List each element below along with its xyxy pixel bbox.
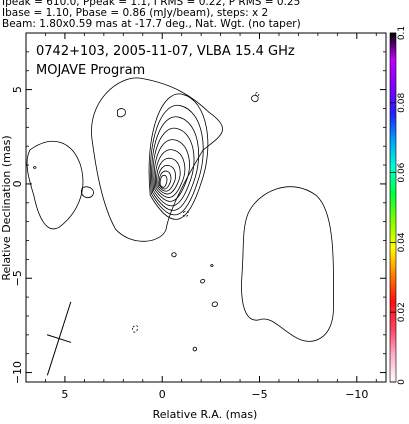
core-contour xyxy=(148,93,209,220)
x-tick-label: −5 xyxy=(251,388,267,401)
small-contour xyxy=(210,264,214,267)
envelope-contour xyxy=(91,77,223,242)
core-contour xyxy=(159,174,168,188)
colorbar-tick-label: 0.02 xyxy=(397,302,407,322)
left-contour xyxy=(26,140,84,230)
axis-ticks: 5 0 −5 −10 5 0 −5 −10 xyxy=(11,33,386,401)
small-contour xyxy=(211,301,218,307)
negative-contour xyxy=(255,92,260,97)
plot-frame xyxy=(25,32,387,383)
x-axis-label: Relative R.A. (mas) xyxy=(153,408,258,421)
header-line-1: Ipeak = 610.0, Ppeak = 1.1, I RMS = 0.22… xyxy=(2,0,301,8)
colorbar xyxy=(389,32,397,383)
x-tick-label: −10 xyxy=(345,388,368,401)
sw-lobe-contour xyxy=(241,186,334,342)
core-contour xyxy=(156,157,181,195)
y-tick-label: −10 xyxy=(11,361,24,384)
small-contour xyxy=(33,166,37,169)
colorbar-tick-label: 0.06 xyxy=(397,162,407,182)
y-axis-label: Relative Declination (mas) xyxy=(0,135,13,280)
program-label: MOJAVE Program xyxy=(36,63,145,78)
colorbar-tick-label: 0.04 xyxy=(397,232,407,252)
core-contour xyxy=(152,127,195,207)
x-tick-label: 5 xyxy=(61,388,68,401)
beam-minor-axis xyxy=(46,334,72,343)
left-contour-small xyxy=(81,186,94,199)
small-contour xyxy=(192,346,197,352)
small-contour xyxy=(200,278,206,284)
y-tick-label: 0 xyxy=(11,180,24,187)
core-contour xyxy=(153,139,190,202)
colorbar-tick-label: 0 xyxy=(397,379,407,385)
core-contour xyxy=(154,149,186,198)
core-contour xyxy=(151,116,199,211)
core-contour xyxy=(150,104,204,216)
blob-contour xyxy=(117,108,126,118)
x-tick-label: 0 xyxy=(159,388,166,401)
colorbar-ticks: 0 0.02 0.04 0.06 0.08 0.1 xyxy=(390,26,407,385)
beam-ellipse xyxy=(46,301,72,376)
contour-lines xyxy=(26,77,334,352)
y-tick-label: −5 xyxy=(11,270,24,286)
core-contour xyxy=(157,165,176,192)
plot-title: 0742+103, 2005-11-07, VLBA 15.4 GHz xyxy=(36,44,295,59)
colorbar-tick-label: 0.08 xyxy=(397,93,407,113)
colorbar-tick-label: 0.1 xyxy=(397,26,407,40)
negative-contour xyxy=(132,325,139,333)
core-contour xyxy=(158,170,172,190)
header-line-3: Beam: 1.80x0.59 mas at -17.7 deg., Nat. … xyxy=(2,18,301,30)
ne-contour xyxy=(251,94,259,102)
small-contour xyxy=(171,252,177,258)
negative-contour xyxy=(182,210,189,218)
header-line-2: Ibase = 1.10, Pbase = 0.86 (mJy/beam), s… xyxy=(2,7,269,19)
y-tick-label: 5 xyxy=(11,86,24,93)
